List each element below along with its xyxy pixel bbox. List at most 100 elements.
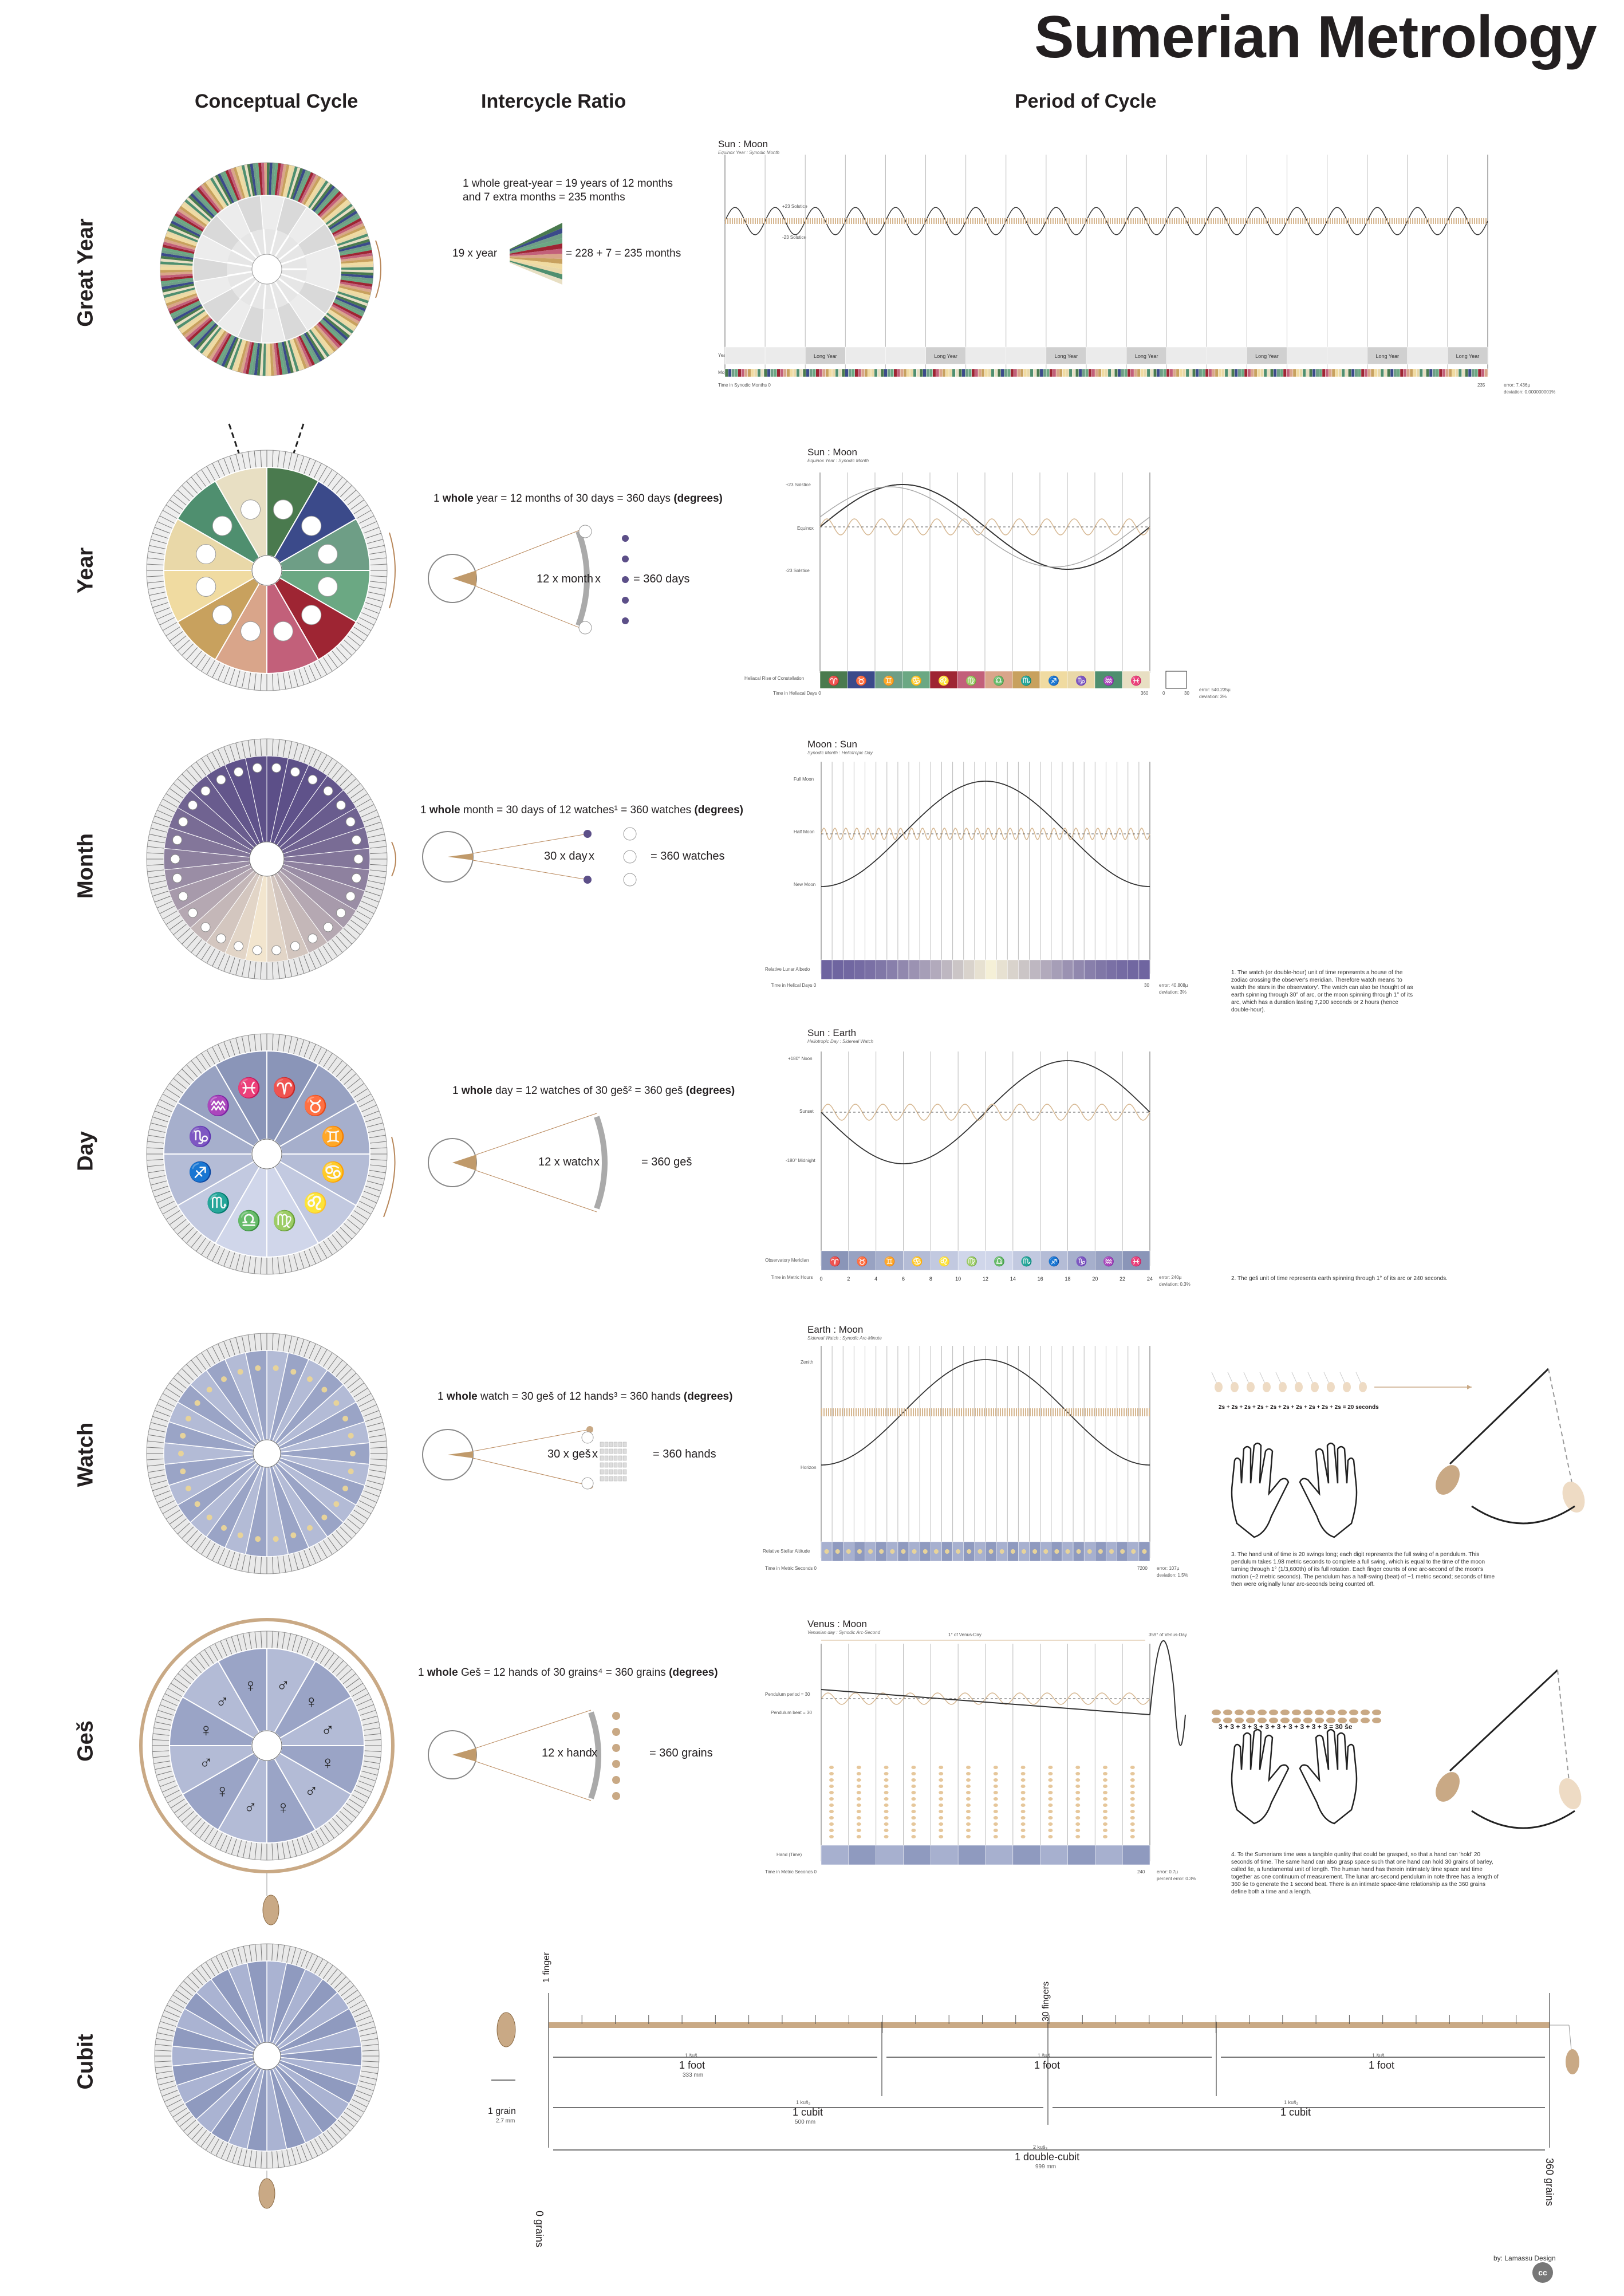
svg-text:♊: ♊ [883, 675, 894, 686]
ges-x: x [592, 1747, 597, 1759]
cubit-foot-sub-3: 1 šuš [1372, 2053, 1385, 2058]
month-y-bottom: New Moon [794, 882, 816, 887]
year-y-mid: Equinox [797, 526, 814, 531]
month-lane-label: Relative Lunar Albedo [765, 967, 810, 972]
svg-text:6: 6 [902, 1276, 905, 1282]
watch-x-end: 7200 [1137, 1566, 1148, 1571]
month-x-end: 30 [1144, 983, 1149, 988]
day-error: error: 240µ [1159, 1275, 1182, 1280]
svg-text:♑: ♑ [188, 1125, 212, 1148]
svg-text:20: 20 [1092, 1276, 1098, 1282]
svg-text:♂: ♂ [215, 1691, 229, 1712]
svg-text:♀: ♀ [276, 1797, 290, 1817]
watch-ratio-diagram [422, 1426, 627, 1490]
creative-commons-icon: cc [1532, 2262, 1553, 2283]
month-footnote: 1. The watch (or double-hour) unit of ti… [1231, 970, 1413, 1013]
month-y-mid: Half Moon [794, 829, 815, 834]
ges-x-end: 240 [1137, 1869, 1145, 1874]
ges-deviation: percent error: 0.3% [1157, 1876, 1196, 1881]
ges-time-label: Time in Metric Seconds 0 [765, 1869, 817, 1874]
svg-text:♀: ♀ [244, 1675, 258, 1696]
svg-text:♐: ♐ [188, 1161, 212, 1183]
watch-equation: 1 whole watch = 30 geš of 12 hands³ = 36… [437, 1391, 733, 1403]
ges-y-bottom: Pendulum beat = 30 [771, 1710, 812, 1715]
day-ratio-diagram [428, 1113, 608, 1212]
svg-text:2: 2 [847, 1276, 850, 1282]
day-wheel: ♈ ♉ ♊ ♋ ♌ ♍ ♎ ♏ ♐ ♑ ♒ ♓ [146, 1033, 396, 1275]
svg-text:0: 0 [819, 1276, 822, 1282]
ges-wheel: ♂♀♂♀♂♀♂♀♂♀♂♀ [139, 1618, 395, 1925]
svg-text:Long Year: Long Year [1135, 353, 1158, 359]
day-lane-label: Observatory Meridian [765, 1258, 809, 1263]
watch-footnote: 3. The hand unit of time is 20 swings lo… [1231, 1551, 1495, 1588]
svg-text:♂: ♂ [305, 1781, 318, 1801]
svg-text:♑: ♑ [1075, 675, 1087, 686]
year-y-top: +23 Solstice [786, 482, 811, 487]
ges-equation: 1 whole Geš = 12 hands of 30 grains⁴ = 3… [418, 1667, 718, 1679]
day-x: x [594, 1156, 600, 1168]
svg-text:♂: ♂ [244, 1797, 258, 1817]
day-plot-title: Sun : Earth [807, 1027, 857, 1038]
right-hand-icon [1299, 1442, 1358, 1538]
svg-text:♏: ♏ [206, 1192, 230, 1214]
svg-text:10: 10 [955, 1276, 961, 1282]
left-hand-icon [1231, 1442, 1290, 1538]
svg-text:♋: ♋ [910, 675, 922, 686]
watch-wheel [146, 1333, 388, 1574]
day-y-mid: Sunset [799, 1109, 814, 1114]
svg-text:♈: ♈ [828, 675, 839, 686]
svg-text:8: 8 [929, 1276, 932, 1282]
year-wheel [146, 423, 396, 691]
great-year-lane-month: Month [718, 370, 731, 375]
cubit-double-mm: 999 mm [1035, 2164, 1057, 2170]
month-ratio-diagram [422, 827, 637, 887]
great-year-wheel [160, 162, 381, 376]
svg-text:♓: ♓ [1130, 675, 1142, 686]
svg-text:♒: ♒ [206, 1094, 230, 1117]
cubit-cubit-1: 1 cubit [793, 2106, 823, 2118]
year-y-bottom: -23 Solstice [786, 568, 810, 573]
svg-text:♎: ♎ [237, 1210, 261, 1232]
svg-text:22: 22 [1120, 1276, 1125, 1282]
great-year-equation-line1: 1 whole great-year = 19 years of 12 mont… [463, 178, 673, 190]
cubit-double-cubit: 1 double-cubit [1015, 2151, 1080, 2163]
svg-text:24: 24 [1147, 1276, 1153, 1282]
year-error: error: 540.235µ [1199, 687, 1231, 692]
poster-title: Sumerian Metrology [1034, 4, 1597, 70]
cubit-cubit-sub-2: 1 kuš₃ [1284, 2100, 1299, 2105]
svg-text:Long Year: Long Year [934, 353, 957, 359]
svg-text:♒: ♒ [1103, 1256, 1114, 1267]
month-time-label: Time in Helical Days 0 [771, 983, 817, 988]
ges-footnote: 4. To the Sumerians time was a tangible … [1231, 1852, 1499, 1895]
svg-text:♑: ♑ [1075, 1256, 1087, 1267]
watch-time-label: Time in Metric Seconds 0 [765, 1566, 817, 1571]
svg-text:♀: ♀ [321, 1752, 334, 1773]
great-year-x-end: 235 [1477, 383, 1485, 388]
month-deviation: deviation: 3% [1159, 990, 1187, 995]
cubit-360-grains: 360 grains [1544, 2158, 1555, 2207]
cubit-cubit-mm: 500 mm [795, 2119, 816, 2125]
svg-text:♏: ♏ [1021, 1256, 1032, 1267]
day-multiplier: 12 x watch [538, 1156, 593, 1168]
watch-hands-pendulum [1211, 1368, 1585, 1538]
year-result: = 360 days [633, 573, 690, 585]
svg-text:♂: ♂ [276, 1675, 290, 1696]
great-year-y-top: +23 Solstice [782, 204, 807, 209]
great-year-equation-line2: and 7 extra months = 235 months [463, 191, 625, 203]
year-x-end: 360 [1141, 691, 1149, 696]
year-x: x [595, 573, 601, 585]
month-multiplier: 30 x day [544, 850, 588, 863]
svg-text:♈: ♈ [829, 1256, 841, 1267]
day-footnote: 2. The geš unit of time represents earth… [1231, 1275, 1448, 1282]
column-header-conceptual: Conceptual Cycle [195, 90, 358, 112]
year-equation: 1 whole year = 12 months of 30 days = 36… [433, 493, 723, 505]
year-ratio-diagram [428, 525, 629, 635]
cubit-grain-label: 1 grain [488, 2106, 516, 2116]
watch-lane-label: Relative Stellar Altitude [763, 1549, 810, 1554]
credit-text: by: Lamassu Design [1493, 2254, 1556, 2262]
watch-error: error: 107µ [1157, 1566, 1180, 1571]
svg-text:♓: ♓ [1130, 1256, 1142, 1267]
ges-count-equation: 3 + 3 + 3 + 3 + 3 + 3 + 3 + 3 + 3 + 3 = … [1219, 1723, 1353, 1731]
year-plot-title: Sun : Moon [807, 447, 857, 458]
